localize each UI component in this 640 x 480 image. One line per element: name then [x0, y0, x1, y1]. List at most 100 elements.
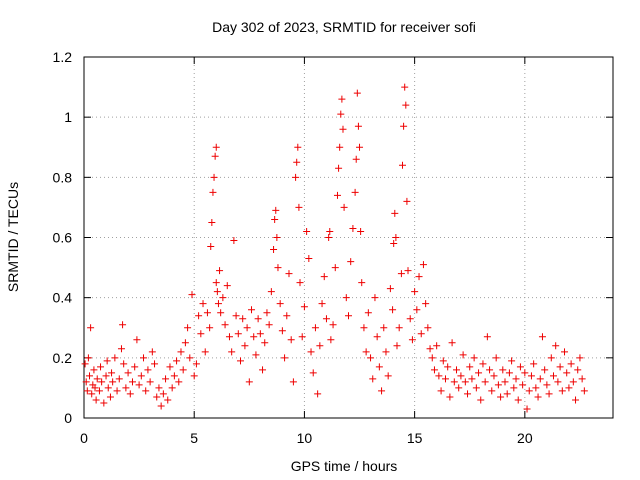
chart-title: Day 302 of 2023, SRMTID for receiver sof…: [212, 19, 476, 35]
data-point: [499, 366, 507, 374]
data-point: [300, 303, 308, 311]
data-point: [549, 372, 557, 380]
y-tick-label: 1: [64, 109, 72, 125]
data-point: [488, 387, 496, 395]
data-point: [168, 384, 176, 392]
data-point: [569, 378, 577, 386]
data-point: [510, 384, 518, 392]
data-point: [309, 369, 317, 377]
data-point: [263, 309, 271, 317]
data-point: [415, 273, 423, 281]
data-point: [225, 333, 233, 341]
data-point: [441, 375, 449, 383]
data-point: [228, 348, 236, 356]
data-point: [353, 89, 361, 97]
data-point: [287, 336, 295, 344]
data-point: [375, 363, 383, 371]
data-point: [197, 330, 205, 338]
data-point: [206, 324, 214, 332]
data-point: [289, 378, 297, 386]
grid-lines: [84, 57, 613, 418]
data-point: [256, 330, 264, 338]
data-point: [93, 375, 101, 383]
data-point: [211, 152, 219, 160]
data-point: [117, 345, 125, 353]
data-point: [273, 234, 281, 241]
data-point: [184, 324, 192, 332]
data-point: [335, 164, 343, 172]
data-point: [547, 354, 555, 362]
data-point: [470, 354, 478, 362]
data-point: [461, 378, 469, 386]
data-point: [316, 342, 324, 350]
data-point: [92, 396, 100, 404]
data-point: [186, 354, 194, 362]
data-point: [380, 324, 388, 332]
data-point: [565, 384, 573, 392]
data-point: [91, 384, 99, 392]
data-point: [408, 336, 416, 344]
data-point: [236, 357, 244, 365]
data-point: [283, 312, 291, 320]
data-point: [516, 363, 524, 371]
data-point: [508, 357, 516, 365]
data-point: [541, 366, 549, 374]
y-tick-label: 0.2: [53, 350, 73, 366]
data-point: [437, 387, 445, 395]
data-point: [254, 315, 262, 323]
data-point: [276, 300, 284, 308]
x-tick-label: 10: [297, 430, 313, 446]
data-point: [472, 384, 480, 392]
data-point: [97, 363, 105, 371]
data-point: [199, 300, 207, 308]
data-point: [86, 372, 94, 380]
data-point: [293, 158, 301, 166]
data-point: [140, 354, 148, 362]
data-point: [326, 227, 334, 235]
data-point: [481, 378, 489, 386]
data-point: [173, 357, 181, 365]
data-point: [267, 288, 275, 296]
data-point: [181, 339, 189, 347]
data-point: [126, 390, 134, 398]
data-point: [157, 402, 165, 410]
data-points: [81, 83, 588, 413]
data-point: [486, 366, 494, 374]
data-point: [274, 264, 282, 272]
data-point: [422, 300, 430, 308]
data-point: [135, 381, 143, 389]
data-point: [248, 306, 256, 314]
data-point: [216, 267, 224, 275]
data-point: [378, 387, 386, 395]
data-point: [428, 354, 436, 362]
data-point: [527, 372, 535, 380]
data-point: [137, 372, 145, 380]
data-point: [367, 354, 375, 362]
data-point: [234, 330, 242, 338]
data-point: [403, 197, 411, 205]
data-point: [166, 363, 174, 371]
data-point: [352, 155, 360, 163]
data-point: [120, 360, 128, 368]
data-point: [179, 366, 187, 374]
data-point: [384, 372, 392, 380]
data-point: [151, 360, 159, 368]
data-point: [83, 387, 91, 395]
data-point: [574, 366, 582, 374]
x-tick-label: 15: [407, 430, 423, 446]
data-point: [356, 143, 364, 151]
data-point: [543, 381, 551, 389]
data-point: [241, 342, 249, 350]
data-point: [128, 378, 136, 386]
data-point: [419, 261, 427, 269]
data-point: [298, 333, 306, 341]
data-point: [497, 393, 505, 401]
data-point: [295, 203, 303, 211]
data-point: [521, 369, 529, 377]
data-point: [84, 354, 92, 362]
data-point: [294, 143, 302, 151]
data-point: [453, 366, 461, 374]
data-point: [164, 396, 172, 404]
data-point: [554, 378, 562, 386]
data-point: [265, 321, 273, 329]
